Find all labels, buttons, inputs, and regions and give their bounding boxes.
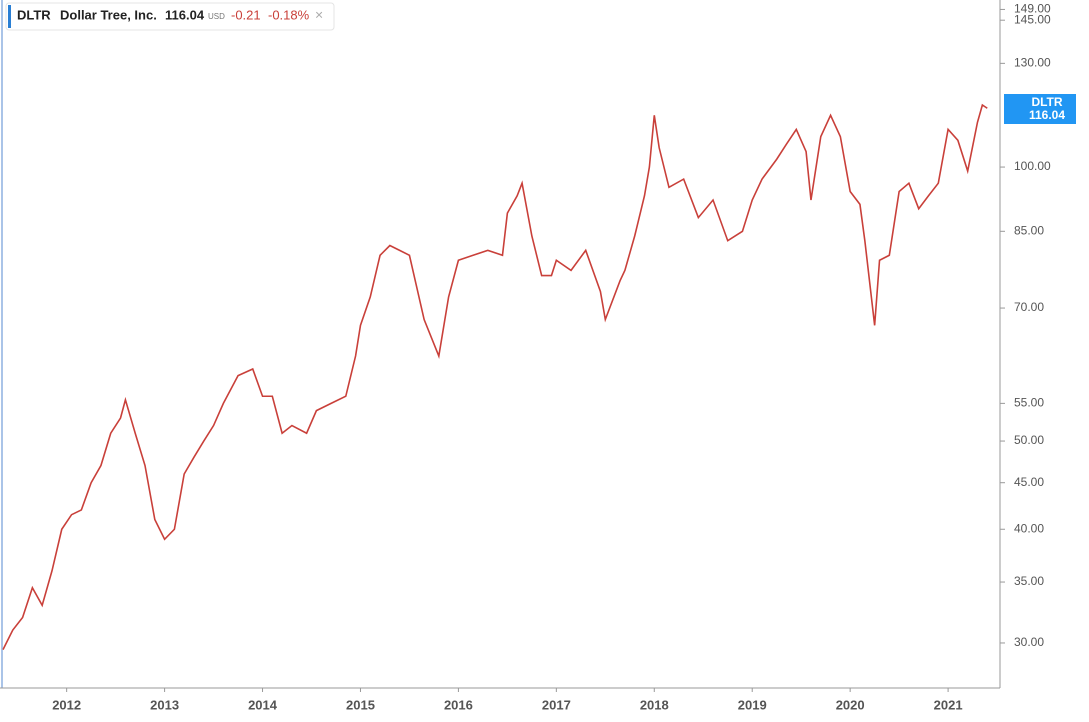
y-tick-label: 130.00 [1014,56,1051,70]
y-tick-label: 55.00 [1014,396,1044,410]
legend-background [5,2,335,31]
x-tick-label: 2013 [150,697,179,712]
y-tick-label: 45.00 [1014,475,1044,489]
legend-accent [8,5,11,28]
company-name: Dollar Tree, Inc. [60,7,157,22]
y-tick-label: 40.00 [1014,521,1044,535]
change-percent: -0.18% [268,7,310,22]
x-tick-label: 2017 [542,697,571,712]
change: -0.21 [231,7,261,22]
x-tick-label: 2014 [248,697,278,712]
price-tag: DLTR 116.04 [1004,94,1076,124]
currency: USD [208,12,225,21]
price-line [2,103,988,650]
price-tag-price: 116.04 [1029,108,1065,122]
y-tick-label: 70.00 [1014,300,1044,314]
y-tick-label: 35.00 [1014,574,1044,588]
price: 116.04 [165,7,205,22]
x-tick-label: 2020 [836,697,865,712]
y-tick-label: 100.00 [1014,159,1051,173]
y-tick-label: 149.00 [1014,2,1051,16]
x-tick-label: 2012 [52,697,81,712]
y-tick-label: 30.00 [1014,635,1044,649]
price-tag-background [1004,94,1076,124]
y-tick-label: 145.00 [1014,12,1051,26]
x-tick-label: 2018 [640,697,669,712]
y-tick-label: 85.00 [1014,223,1044,237]
symbol: DLTR [17,7,51,22]
legend-box: DLTR Dollar Tree, Inc. 116.04 USD -0.21 … [5,2,335,31]
price-tag-symbol: DLTR [1031,95,1062,109]
x-tick-label: 2021 [934,697,963,712]
y-tick-label: 50.00 [1014,433,1044,447]
x-tick-label: 2019 [738,697,767,712]
x-tick-label: 2015 [346,697,375,712]
x-tick-label: 2016 [444,697,473,712]
close-button[interactable]: × [315,7,323,23]
